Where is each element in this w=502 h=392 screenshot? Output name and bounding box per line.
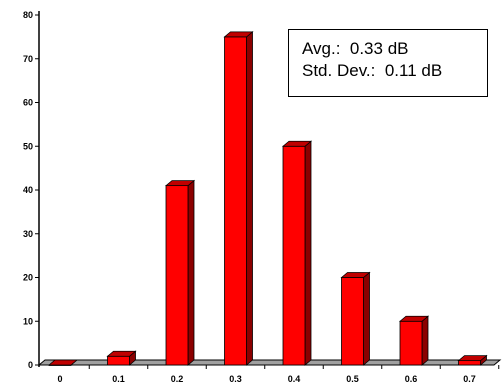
bar-front-face	[458, 360, 481, 366]
bar-top-face	[281, 140, 313, 147]
x-tick-label: 0.2	[171, 374, 184, 384]
x-tick-label: 0.4	[288, 374, 301, 384]
bar-top-face	[340, 272, 371, 278]
y-tick-label: 30	[23, 229, 33, 239]
bar-side-face	[421, 315, 429, 366]
bar	[340, 271, 371, 366]
bar	[47, 359, 79, 366]
bar-side-face	[363, 271, 370, 366]
bar	[281, 140, 313, 366]
bar	[164, 179, 196, 366]
y-tick-label: 80	[23, 10, 33, 20]
average-annotation: Avg.: 0.33 dB	[302, 39, 409, 58]
y-tick-label: 20	[23, 273, 33, 283]
std-dev-annotation: Std. Dev.: 0.11 dB	[302, 61, 443, 80]
y-tick-label: 70	[23, 54, 33, 64]
x-tick-label: 0.5	[346, 374, 359, 384]
bar-top-face	[47, 359, 79, 366]
bar-top-face	[164, 180, 196, 187]
bar-front-face	[107, 355, 130, 366]
bar-side-face	[187, 179, 195, 366]
bar-top-face	[457, 355, 488, 362]
bar	[457, 354, 488, 366]
bar-top-face	[398, 315, 430, 322]
bar	[398, 315, 430, 366]
bar-side-face	[246, 31, 253, 366]
x-tick-label: 0	[57, 374, 62, 384]
bar-top-face	[223, 31, 254, 38]
bar	[106, 350, 137, 366]
stats-annotation-box: Avg.: 0.33 dB Std. Dev.: 0.11 dB	[288, 29, 488, 97]
x-tick-label: 0.3	[229, 374, 242, 384]
y-tick-label: 10	[23, 316, 33, 326]
bar-front-face	[224, 36, 247, 366]
x-tick-label: 0.1	[112, 374, 125, 384]
x-tick-label: 0.6	[405, 374, 418, 384]
bar-front-face	[341, 277, 364, 366]
y-tick-label: 40	[23, 185, 33, 195]
bar-side-face	[304, 140, 312, 366]
x-tick-label: 0.7	[463, 374, 476, 384]
y-tick-label: 50	[23, 141, 33, 151]
bar-front-face	[399, 320, 423, 366]
bar-front-face	[282, 145, 306, 366]
y-tick-label: 0	[28, 360, 33, 370]
y-tick-label: 60	[23, 98, 33, 108]
bar-front-face	[165, 185, 189, 366]
bar-top-face	[106, 350, 137, 357]
bar	[223, 31, 254, 366]
